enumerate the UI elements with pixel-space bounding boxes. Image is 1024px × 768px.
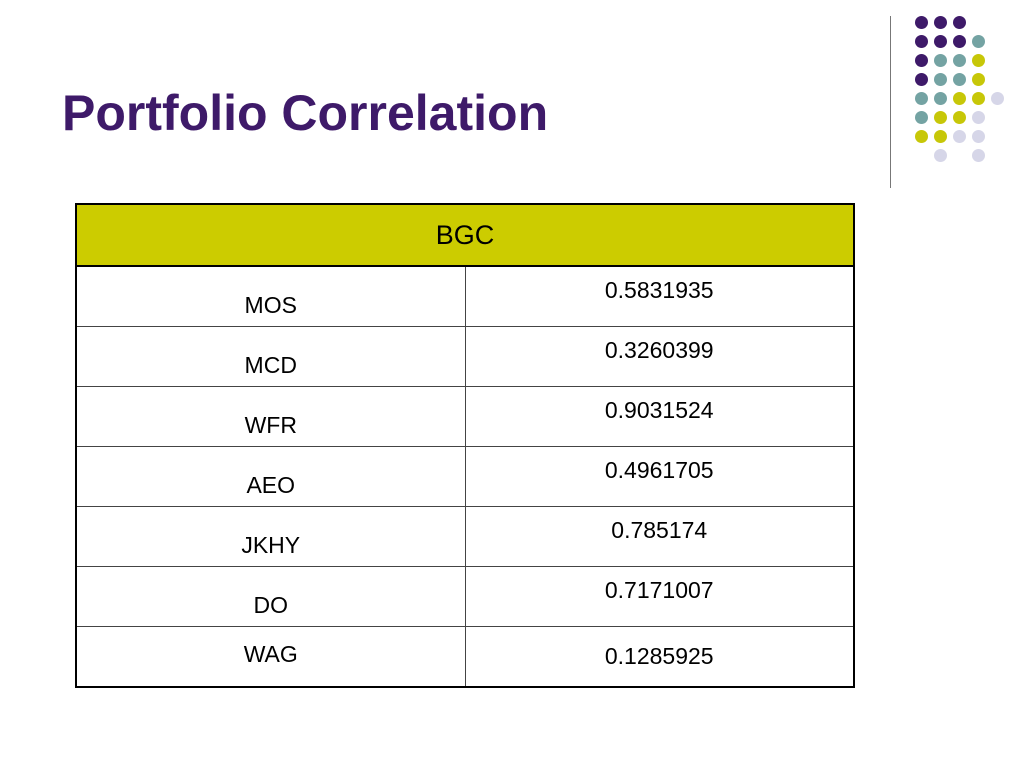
decorative-dot [934,54,947,67]
ticker-label: WFR [244,412,297,438]
correlation-value: 0.3260399 [604,337,714,363]
correlation-value: 0.1285925 [604,643,714,669]
decorative-dot [934,92,947,105]
correlation-value: 0.4961705 [604,457,714,483]
correlation-cell: 0.1285925 [464,626,855,688]
decorative-dot [953,111,966,124]
decorative-dot [953,92,966,105]
ticker-label: AEO [246,472,296,498]
decorative-dot [934,35,947,48]
decorative-dot [972,54,985,67]
decorative-dot [972,149,985,162]
decorative-dot [915,35,928,48]
correlation-value: 0.785174 [611,517,708,543]
decorative-dot [972,35,985,48]
decorative-dot [953,73,966,86]
correlation-value: 0.7171007 [604,577,714,603]
ticker-label: WAG [243,641,298,667]
ticker-label: JKHY [241,532,301,558]
ticker-label: MOS [244,292,297,318]
decorative-dot [915,130,928,143]
table-row: DO 0.7171007 [75,566,855,627]
decorative-dot [915,92,928,105]
table-row: AEO 0.4961705 [75,446,855,507]
decorative-dot [915,54,928,67]
correlation-cell: 0.9031524 [464,386,855,447]
ticker-cell: MCD [75,326,466,387]
correlation-table: BGC MOS 0.5831935 MCD 0.3260399 WFR 0.90… [75,203,855,688]
correlation-cell: 0.5831935 [464,265,855,327]
ticker-cell: WFR [75,386,466,447]
ticker-cell: WAG [75,626,466,688]
correlation-cell: 0.7171007 [464,566,855,627]
table-row: MOS 0.5831935 [75,265,855,327]
decorative-dot [953,35,966,48]
table-row: WAG 0.1285925 [75,626,855,688]
decorative-dot-grid [905,15,1015,165]
decorative-dot [915,73,928,86]
decorative-dot [934,111,947,124]
decorative-dot [915,16,928,29]
decorative-dot [934,16,947,29]
ticker-cell: MOS [75,265,466,327]
correlation-value: 0.9031524 [604,397,714,423]
table-row: MCD 0.3260399 [75,326,855,387]
decorative-dot [934,73,947,86]
ticker-label: DO [253,592,289,618]
correlation-cell: 0.3260399 [464,326,855,387]
decorative-dot [953,130,966,143]
table-row: WFR 0.9031524 [75,386,855,447]
decorative-dot [972,111,985,124]
decorative-dot [972,130,985,143]
decorative-dot [991,92,1004,105]
decorative-dot [972,92,985,105]
ticker-cell: JKHY [75,506,466,567]
decorative-dot [953,16,966,29]
decorative-dot [953,54,966,67]
correlation-value: 0.5831935 [604,277,714,303]
divider-line [890,16,891,188]
decorative-dot [934,149,947,162]
decorative-dot [934,130,947,143]
table-header-row: BGC [75,203,855,267]
correlation-cell: 0.4961705 [464,446,855,507]
table-header-cell: BGC [75,203,855,267]
correlation-cell: 0.785174 [464,506,855,567]
slide-title: Portfolio Correlation [62,85,549,141]
ticker-cell: AEO [75,446,466,507]
decorative-dot [915,111,928,124]
ticker-label: MCD [244,352,297,378]
table-row: JKHY 0.785174 [75,506,855,567]
decorative-dot [972,73,985,86]
ticker-cell: DO [75,566,466,627]
